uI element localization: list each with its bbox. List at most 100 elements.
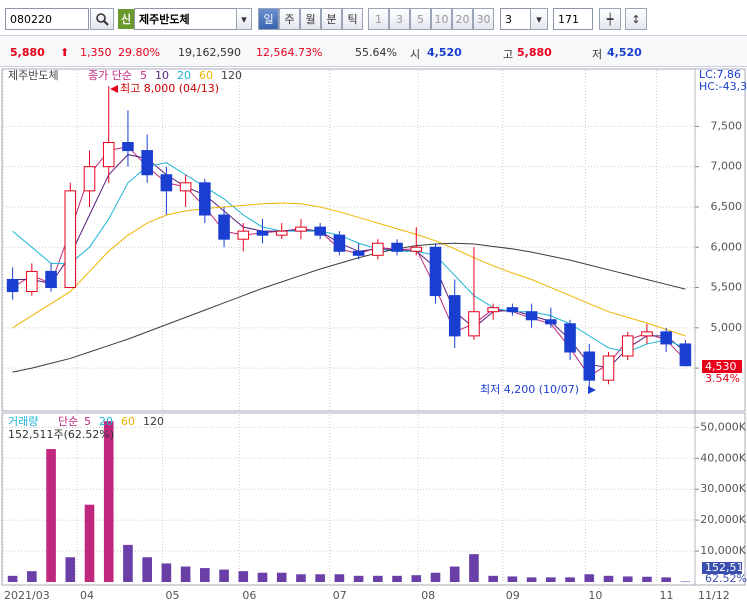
code-input[interactable]: 080220	[5, 8, 89, 30]
volume-bar	[296, 574, 306, 582]
legend-item: 10	[155, 69, 169, 82]
period-button[interactable]: 분	[321, 8, 342, 30]
search-button[interactable]	[90, 8, 114, 30]
y-tick-label: 10,000K	[700, 544, 746, 557]
period-button[interactable]: 월	[300, 8, 321, 30]
y-tick-label: 40,000K	[700, 451, 746, 464]
volume-bar	[411, 575, 422, 582]
candle-body	[275, 230, 288, 236]
candle-body	[641, 331, 653, 337]
candle-body	[314, 226, 326, 236]
candle-body	[26, 270, 38, 293]
y-tick-label: 6,000	[711, 240, 743, 253]
y-tick-label: 5,500	[711, 281, 743, 294]
period-button[interactable]: 일	[258, 8, 279, 30]
candle-tool[interactable]: ┿	[599, 8, 621, 30]
candle-body	[122, 142, 134, 152]
candle-body	[352, 250, 365, 256]
interval-button[interactable]: 5	[410, 8, 431, 30]
legend-item: 60	[199, 69, 213, 82]
candle-body	[83, 166, 96, 192]
candle-body	[660, 331, 672, 345]
info-bar	[0, 35, 747, 67]
interval-button[interactable]: 30	[473, 8, 494, 30]
candle-body	[410, 246, 423, 252]
volume-bar	[507, 576, 518, 582]
x-tick-label: 05	[166, 589, 180, 602]
legend-item: 20	[177, 69, 191, 82]
interval-button[interactable]: 3	[389, 8, 410, 30]
volume: 19,162,590	[178, 46, 241, 59]
volume-bar	[661, 577, 671, 582]
volume-bar	[373, 575, 383, 582]
volume-bar	[84, 504, 95, 582]
x-tick-label: 11/12	[698, 589, 730, 602]
volume-bar	[603, 575, 614, 582]
period-button[interactable]: 주	[279, 8, 300, 30]
high-label: 고	[503, 48, 514, 61]
y-tick-label: 7,000	[711, 160, 743, 173]
side-label: LC:7,86	[699, 68, 741, 81]
change: 1,350	[80, 46, 112, 59]
legend-item: 5	[140, 69, 147, 82]
side-label: 62.52%	[705, 572, 747, 585]
volume-bar	[7, 575, 18, 582]
candle-body	[487, 307, 499, 313]
stock-name[interactable]: 제주반도체	[134, 8, 252, 30]
candle-body	[237, 230, 250, 240]
side-label: 152,51	[705, 561, 744, 574]
volume-bar	[488, 575, 498, 582]
candle-body	[506, 307, 519, 313]
period-button[interactable]: 틱	[342, 8, 363, 30]
x-tick-label: 10	[588, 589, 602, 602]
arrow	[588, 386, 596, 394]
side-label: 4,530	[705, 360, 737, 373]
annotation: 최고 8,000 (04/13)	[120, 82, 219, 95]
arrow	[110, 85, 118, 93]
volume-bar	[526, 577, 537, 582]
interval-button[interactable]: 20	[452, 8, 473, 30]
volume-bar	[392, 575, 402, 582]
volume-rate: 12,564.73%	[256, 46, 323, 59]
candle-body	[525, 311, 538, 321]
scale-tool[interactable]: ↕	[625, 8, 647, 30]
dropdown-button[interactable]: ▾	[236, 8, 252, 30]
candle-body	[621, 335, 634, 357]
candle-body	[295, 226, 307, 232]
chart: 7,5007,0006,5006,0005,5005,0004,500제주반도체…	[1, 68, 747, 602]
volume-bar	[161, 563, 172, 582]
volume-bar	[27, 571, 37, 582]
y-tick-label: 50,000K	[700, 420, 746, 433]
candle-body	[218, 214, 230, 240]
count-input[interactable]: 171	[553, 8, 593, 30]
candle-body	[333, 234, 346, 252]
candle-body	[391, 242, 403, 252]
candle-body	[448, 295, 461, 337]
volume-bar	[353, 575, 364, 582]
x-tick-label: 06	[242, 589, 256, 602]
volume-bar	[219, 569, 229, 582]
interval-button[interactable]: 1	[368, 8, 389, 30]
price-panel	[1, 68, 746, 412]
up-arrow: ⬆	[60, 46, 70, 59]
ma-line	[12, 242, 686, 373]
volume-bar	[46, 449, 56, 582]
volume-bar	[103, 421, 114, 582]
volume-bar	[680, 581, 691, 583]
volume-bar	[622, 576, 633, 582]
high: 5,880	[517, 46, 552, 59]
volume-bar	[200, 568, 210, 582]
side-label: HC:-43,3	[699, 80, 747, 93]
x-tick-label: 04	[80, 589, 94, 602]
candle-body	[564, 323, 576, 353]
legend-title: 제주반도체	[8, 69, 59, 82]
annotation: 최저 4,200 (10/07)	[480, 383, 579, 396]
x-tick-label: 2021/03	[4, 589, 50, 602]
volume-bar	[276, 572, 287, 582]
volume-bar	[315, 574, 325, 582]
interval-button[interactable]: 10	[431, 8, 452, 30]
candle-body	[372, 242, 384, 256]
dropdown-button[interactable]: ▾	[530, 8, 548, 30]
ma-line	[12, 145, 686, 377]
